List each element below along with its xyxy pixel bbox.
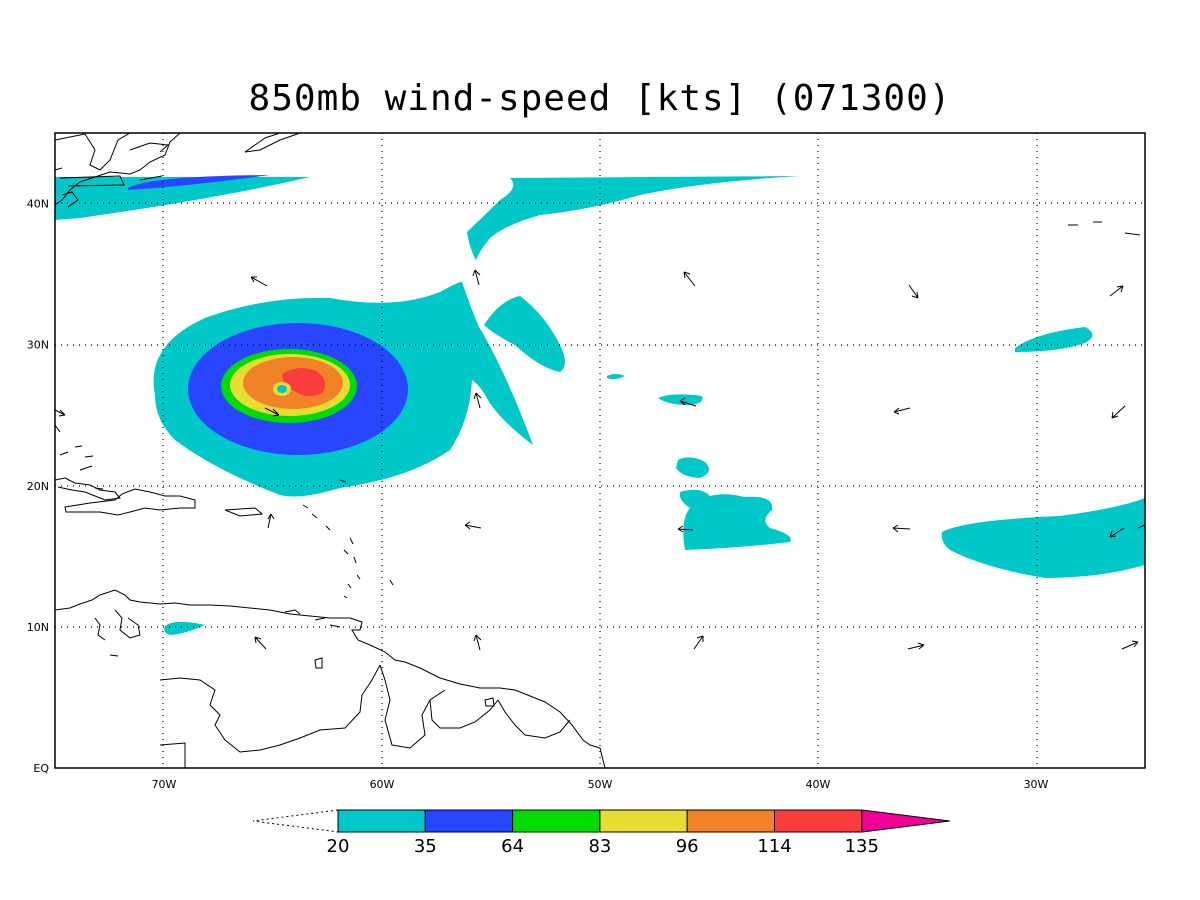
map-frame (54, 132, 1146, 769)
colorbar-below-triangle (252, 809, 339, 833)
lon-tick-label: 30W (1024, 778, 1049, 791)
colorbar-segment (337, 809, 426, 833)
lat-tick-label: 10N (27, 621, 49, 634)
wind-114-135-area (282, 367, 326, 397)
colorbar-level-label: 96 (676, 836, 699, 857)
colorbar-segment (686, 809, 776, 833)
latitude-tick-labels: EQ 10N 20N 30N 40N (27, 198, 50, 775)
colorbar-level-label: 114 (757, 836, 791, 857)
colorbar-segment (774, 809, 863, 833)
colorbar-level-label: 35 (414, 836, 437, 857)
colorbar-level-label: 83 (588, 836, 611, 857)
map-title: 850mb wind-speed [kts] (071300) (248, 78, 952, 119)
lat-tick-label: 30N (27, 339, 49, 352)
lon-tick-label: 70W (152, 778, 177, 791)
wind-vectors (54, 269, 1146, 651)
colorbar-segment (512, 809, 601, 833)
colorbar: 20 35 64 83 96 114 135 (252, 809, 950, 857)
lon-tick-label: 50W (588, 778, 613, 791)
colorbar-segment (424, 809, 514, 833)
colorbar-above-triangle (861, 809, 950, 833)
colorbar-segment (599, 809, 688, 833)
lat-tick-label: EQ (33, 762, 49, 775)
longitude-tick-labels: 70W 60W 50W 40W 30W (152, 778, 1049, 791)
lon-tick-label: 60W (370, 778, 395, 791)
wind-shading (55, 175, 1145, 635)
eye-center (277, 385, 287, 393)
colorbar-level-label: 64 (501, 836, 524, 857)
colorbar-level-label: 135 (845, 836, 879, 857)
lon-tick-label: 40W (806, 778, 831, 791)
coastlines (54, 132, 1141, 769)
lat-tick-label: 40N (27, 198, 49, 211)
colorbar-level-label: 20 (327, 836, 350, 857)
lat-tick-label: 20N (27, 480, 49, 493)
